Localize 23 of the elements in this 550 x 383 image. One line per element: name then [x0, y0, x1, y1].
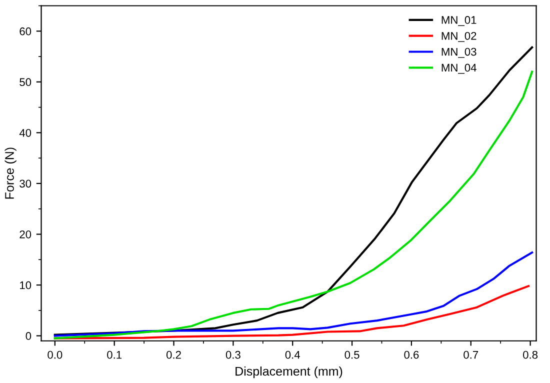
line-series	[54, 251, 534, 337]
x-tick-label: 0.1	[107, 350, 122, 359]
y-tick-label: 20	[20, 230, 32, 238]
x-axis-title: Displacement (mm)	[236, 366, 342, 378]
y-tick-label: 10	[20, 281, 32, 290]
x-tick-label: 0.4	[285, 350, 300, 359]
x-tick-label: 0.8	[523, 350, 538, 359]
legend-label: MN_03	[442, 48, 476, 58]
legend-label: MN_01	[442, 16, 476, 26]
y-tick-label: 0	[26, 332, 32, 340]
x-tick-label: 0.2	[166, 350, 181, 359]
y-tick-label: 50	[20, 78, 32, 86]
y-tick-label: 60	[20, 27, 32, 36]
legend-label: MN_04	[442, 64, 476, 74]
x-tick-label: 0.7	[464, 350, 478, 359]
y-axis-title: Force (N)	[4, 148, 16, 199]
x-tick-label: 0.0	[48, 350, 62, 359]
legend-label: MN_02	[442, 32, 476, 42]
y-tick-label: 40	[19, 128, 32, 137]
x-tick-label: 0.5	[344, 350, 360, 359]
x-tick-label: 0.6	[404, 350, 419, 359]
x-tick-label: 0.3	[226, 350, 240, 359]
y-tick-label: 30	[20, 180, 32, 188]
